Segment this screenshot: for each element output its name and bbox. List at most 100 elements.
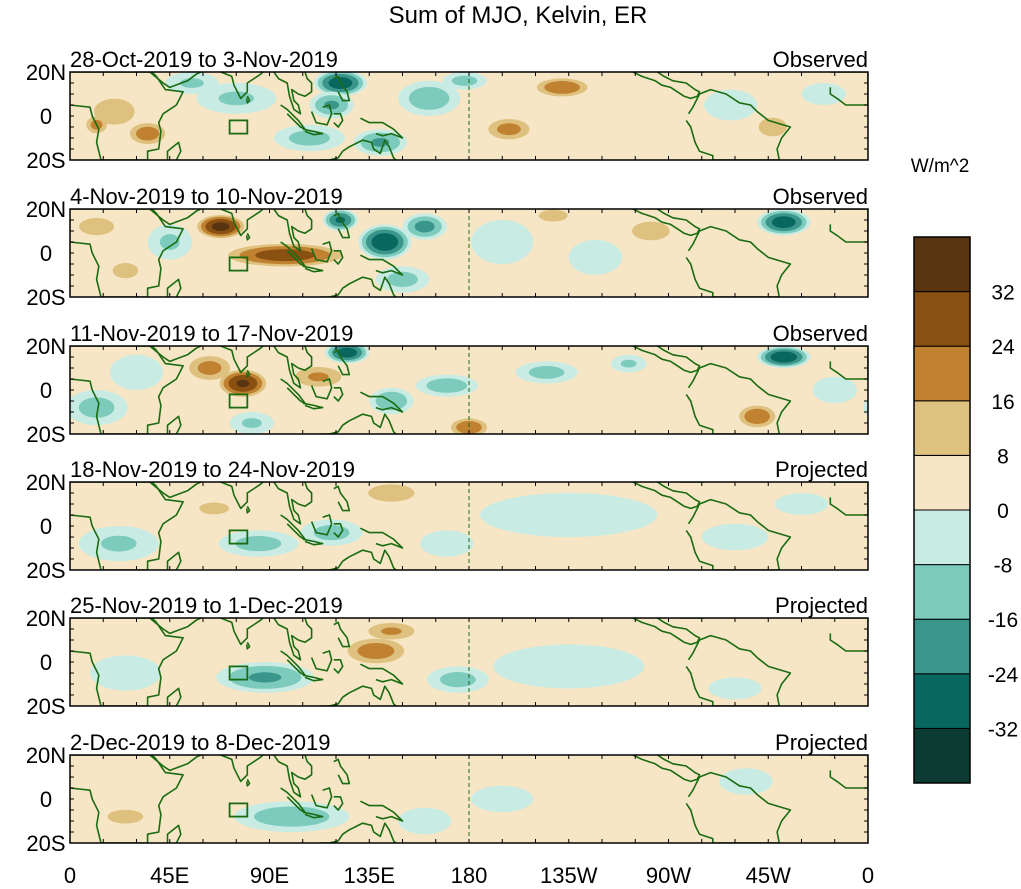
anomaly-contour <box>107 809 144 824</box>
colorbar-swatch <box>913 673 971 729</box>
anomaly-contour <box>719 768 773 795</box>
lon-tick-label: 0 <box>64 863 76 888</box>
coastline <box>333 523 344 538</box>
anomaly-contour <box>236 379 250 388</box>
colorbar-swatch <box>913 509 971 566</box>
anomaly-contour <box>94 98 135 125</box>
coastline <box>149 755 202 772</box>
lat-tick-label: 20S <box>26 694 65 719</box>
coastline <box>632 346 701 374</box>
coastline <box>166 824 182 843</box>
panel-period: 28-Oct-2019 to 3-Nov-2019 <box>70 47 338 72</box>
panel-status: Projected <box>775 730 868 755</box>
coastline <box>273 72 313 115</box>
anomaly-contour <box>774 493 829 515</box>
coastline <box>360 254 404 276</box>
colorbar-tick-label: 24 <box>991 336 1015 359</box>
coastline <box>273 209 313 252</box>
anomaly-contour <box>632 221 670 241</box>
coastline <box>333 387 344 402</box>
coastline <box>166 687 182 706</box>
anomaly-contour <box>471 785 534 813</box>
coastline <box>320 549 397 570</box>
coastline <box>149 618 202 635</box>
lat-tick-label: 20N <box>26 743 66 768</box>
anomaly-contour <box>324 100 339 110</box>
coastline <box>360 391 404 413</box>
colorbar-swatch <box>913 236 971 293</box>
colorbar-tick-label: -32 <box>988 718 1018 741</box>
panel-status: Observed <box>773 184 868 209</box>
colorbar-swatch <box>913 291 971 347</box>
lat-tick-label: 0 <box>40 787 52 812</box>
reference-box <box>228 665 249 681</box>
map-panel: 20N 0 20S 11-Nov-2019 to 17-Nov-2019 Observe… <box>26 321 869 447</box>
anomaly-contour <box>408 86 450 110</box>
reference-box <box>228 529 249 545</box>
colorbar-tick-label: 16 <box>991 391 1014 414</box>
lat-tick-label: 20S <box>26 422 65 447</box>
panel-status: Observed <box>773 47 868 72</box>
lat-tick-label: 20S <box>26 831 65 856</box>
coastline <box>829 72 868 106</box>
lat-tick-label: 0 <box>40 104 52 129</box>
panel-status: Projected <box>775 593 868 618</box>
coastline <box>360 117 404 139</box>
anomaly-contour <box>337 347 357 358</box>
anomaly-contour <box>528 366 565 379</box>
coastline <box>149 72 202 89</box>
coastline <box>149 346 202 363</box>
anomaly-contour <box>538 209 568 222</box>
anomaly-contour <box>112 263 139 279</box>
coastline <box>310 378 333 400</box>
anomaly-contour <box>308 372 329 382</box>
anomaly-contour <box>744 408 770 424</box>
colorbar-tick-label: -8 <box>994 555 1013 578</box>
coastline <box>333 250 344 265</box>
coastline <box>333 758 351 785</box>
coastline <box>320 139 397 160</box>
colorbar-tick-label: 8 <box>997 445 1009 468</box>
anomaly-contour <box>398 807 452 835</box>
lon-tick-label: 135W <box>540 863 598 888</box>
coastline <box>632 72 701 100</box>
colorbar-tick-label: -24 <box>988 664 1019 687</box>
anomaly-contour <box>544 81 580 94</box>
anomaly-contour <box>480 493 658 537</box>
colorbar-swatch <box>913 345 971 402</box>
anomaly-contour <box>568 239 623 275</box>
anomaly-contour <box>79 218 114 236</box>
coastline <box>685 771 792 843</box>
coastline <box>360 663 404 685</box>
coastline <box>220 346 264 374</box>
panel-period: 11-Nov-2019 to 17-Nov-2019 <box>70 321 353 346</box>
anomaly-contour <box>426 378 468 393</box>
coastline <box>333 75 351 102</box>
map-panel: 20N 0 20S 4-Nov-2019 to 10-Nov-2019 Observed <box>26 184 869 310</box>
coastline <box>360 800 404 822</box>
anomaly-contour <box>357 643 395 659</box>
lon-tick-label: 135E <box>344 863 395 888</box>
coastline <box>685 225 792 297</box>
panels: 20N 0 20S 28-Oct-2019 to 3-Nov-2019 Observed… <box>26 47 869 856</box>
coastline <box>310 787 333 809</box>
map-panel: 20N 0 20S 18-Nov-2019 to 24-Nov-2019 Project… <box>26 457 869 583</box>
panel-status: Projected <box>775 457 868 482</box>
coastline <box>166 141 182 160</box>
coastline <box>310 241 333 263</box>
colorbar-tick-label: 32 <box>991 282 1014 305</box>
coastline <box>166 278 182 297</box>
anomaly-contour <box>812 376 857 404</box>
coastline <box>245 369 251 378</box>
anomaly-contour <box>136 126 160 141</box>
colorbar-swatch <box>913 618 971 675</box>
coastline <box>273 755 313 798</box>
anomaly-contour <box>89 655 161 691</box>
anomaly-contour <box>199 502 230 515</box>
anomaly-contour <box>371 233 399 251</box>
coastline <box>685 362 792 434</box>
anomaly-contour <box>159 234 180 250</box>
anomaly-contour <box>704 89 758 121</box>
coastline <box>220 482 264 510</box>
coastline <box>245 232 251 241</box>
